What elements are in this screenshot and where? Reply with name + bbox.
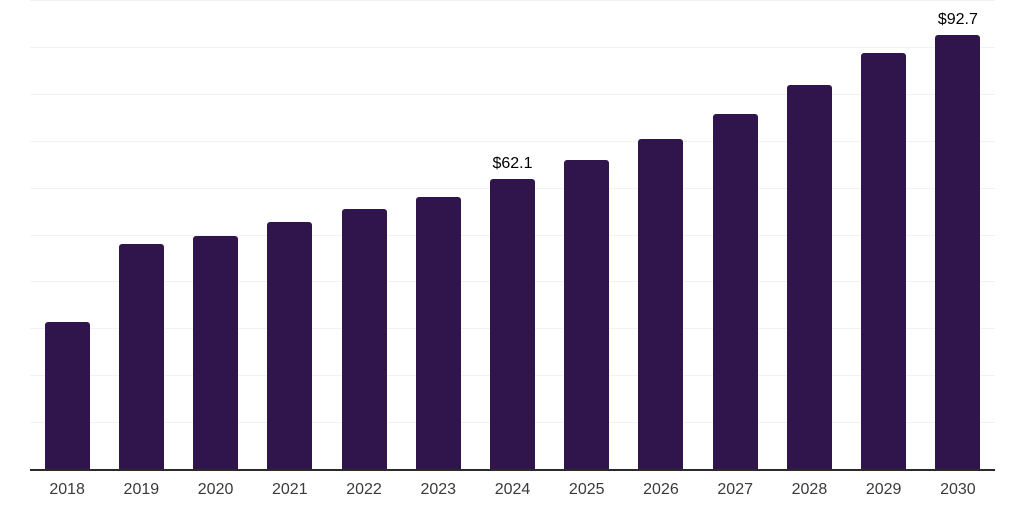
x-tick-label-2021: 2021	[272, 481, 308, 498]
bar-2019	[118, 244, 164, 470]
bar-2028	[786, 84, 832, 470]
x-tick-label-2029: 2029	[865, 481, 902, 498]
x-tick-label-2023: 2023	[420, 481, 457, 498]
x-tick-label-2018: 2018	[49, 481, 85, 498]
x-tick-label-2027: 2027	[717, 481, 753, 498]
bar-2026	[638, 139, 684, 470]
x-tick-label-2020: 2020	[197, 481, 234, 498]
x-tick-label-2022: 2022	[346, 481, 382, 498]
bar-2027	[712, 114, 758, 470]
bar-2018	[44, 322, 90, 470]
x-tick-label-2030: 2030	[940, 481, 976, 498]
bar-2024	[490, 178, 535, 470]
bar-2029	[861, 53, 907, 470]
plot-area: $62.1 $92.7	[30, 0, 995, 471]
bar-2023	[415, 196, 461, 470]
x-tick-label-2024: 2024	[494, 481, 531, 498]
x-axis-tick-labels: 2018 2019 2020 2021 2022 2023 2024 2025 2026 2027…	[0, 481, 1024, 503]
x-tick-label-2025: 2025	[568, 481, 605, 498]
bar-2022	[341, 209, 387, 470]
gridline-80	[30, 93, 995, 95]
bar-value-label-2030: $92.7	[937, 11, 978, 29]
gridline-70	[30, 140, 995, 142]
x-axis-line	[30, 469, 995, 471]
x-tick-label-2026: 2026	[643, 481, 679, 498]
gridline-90	[30, 46, 995, 48]
gridline-100	[30, 0, 995, 1]
bar-2025	[564, 159, 610, 470]
x-tick-label-2019: 2019	[123, 481, 160, 498]
bar-2021	[267, 222, 313, 470]
x-tick-label-2028: 2028	[791, 481, 828, 498]
bar-2020	[193, 235, 239, 470]
bar-value-label-2024: $62.1	[492, 154, 533, 172]
bar-2030	[935, 35, 981, 470]
